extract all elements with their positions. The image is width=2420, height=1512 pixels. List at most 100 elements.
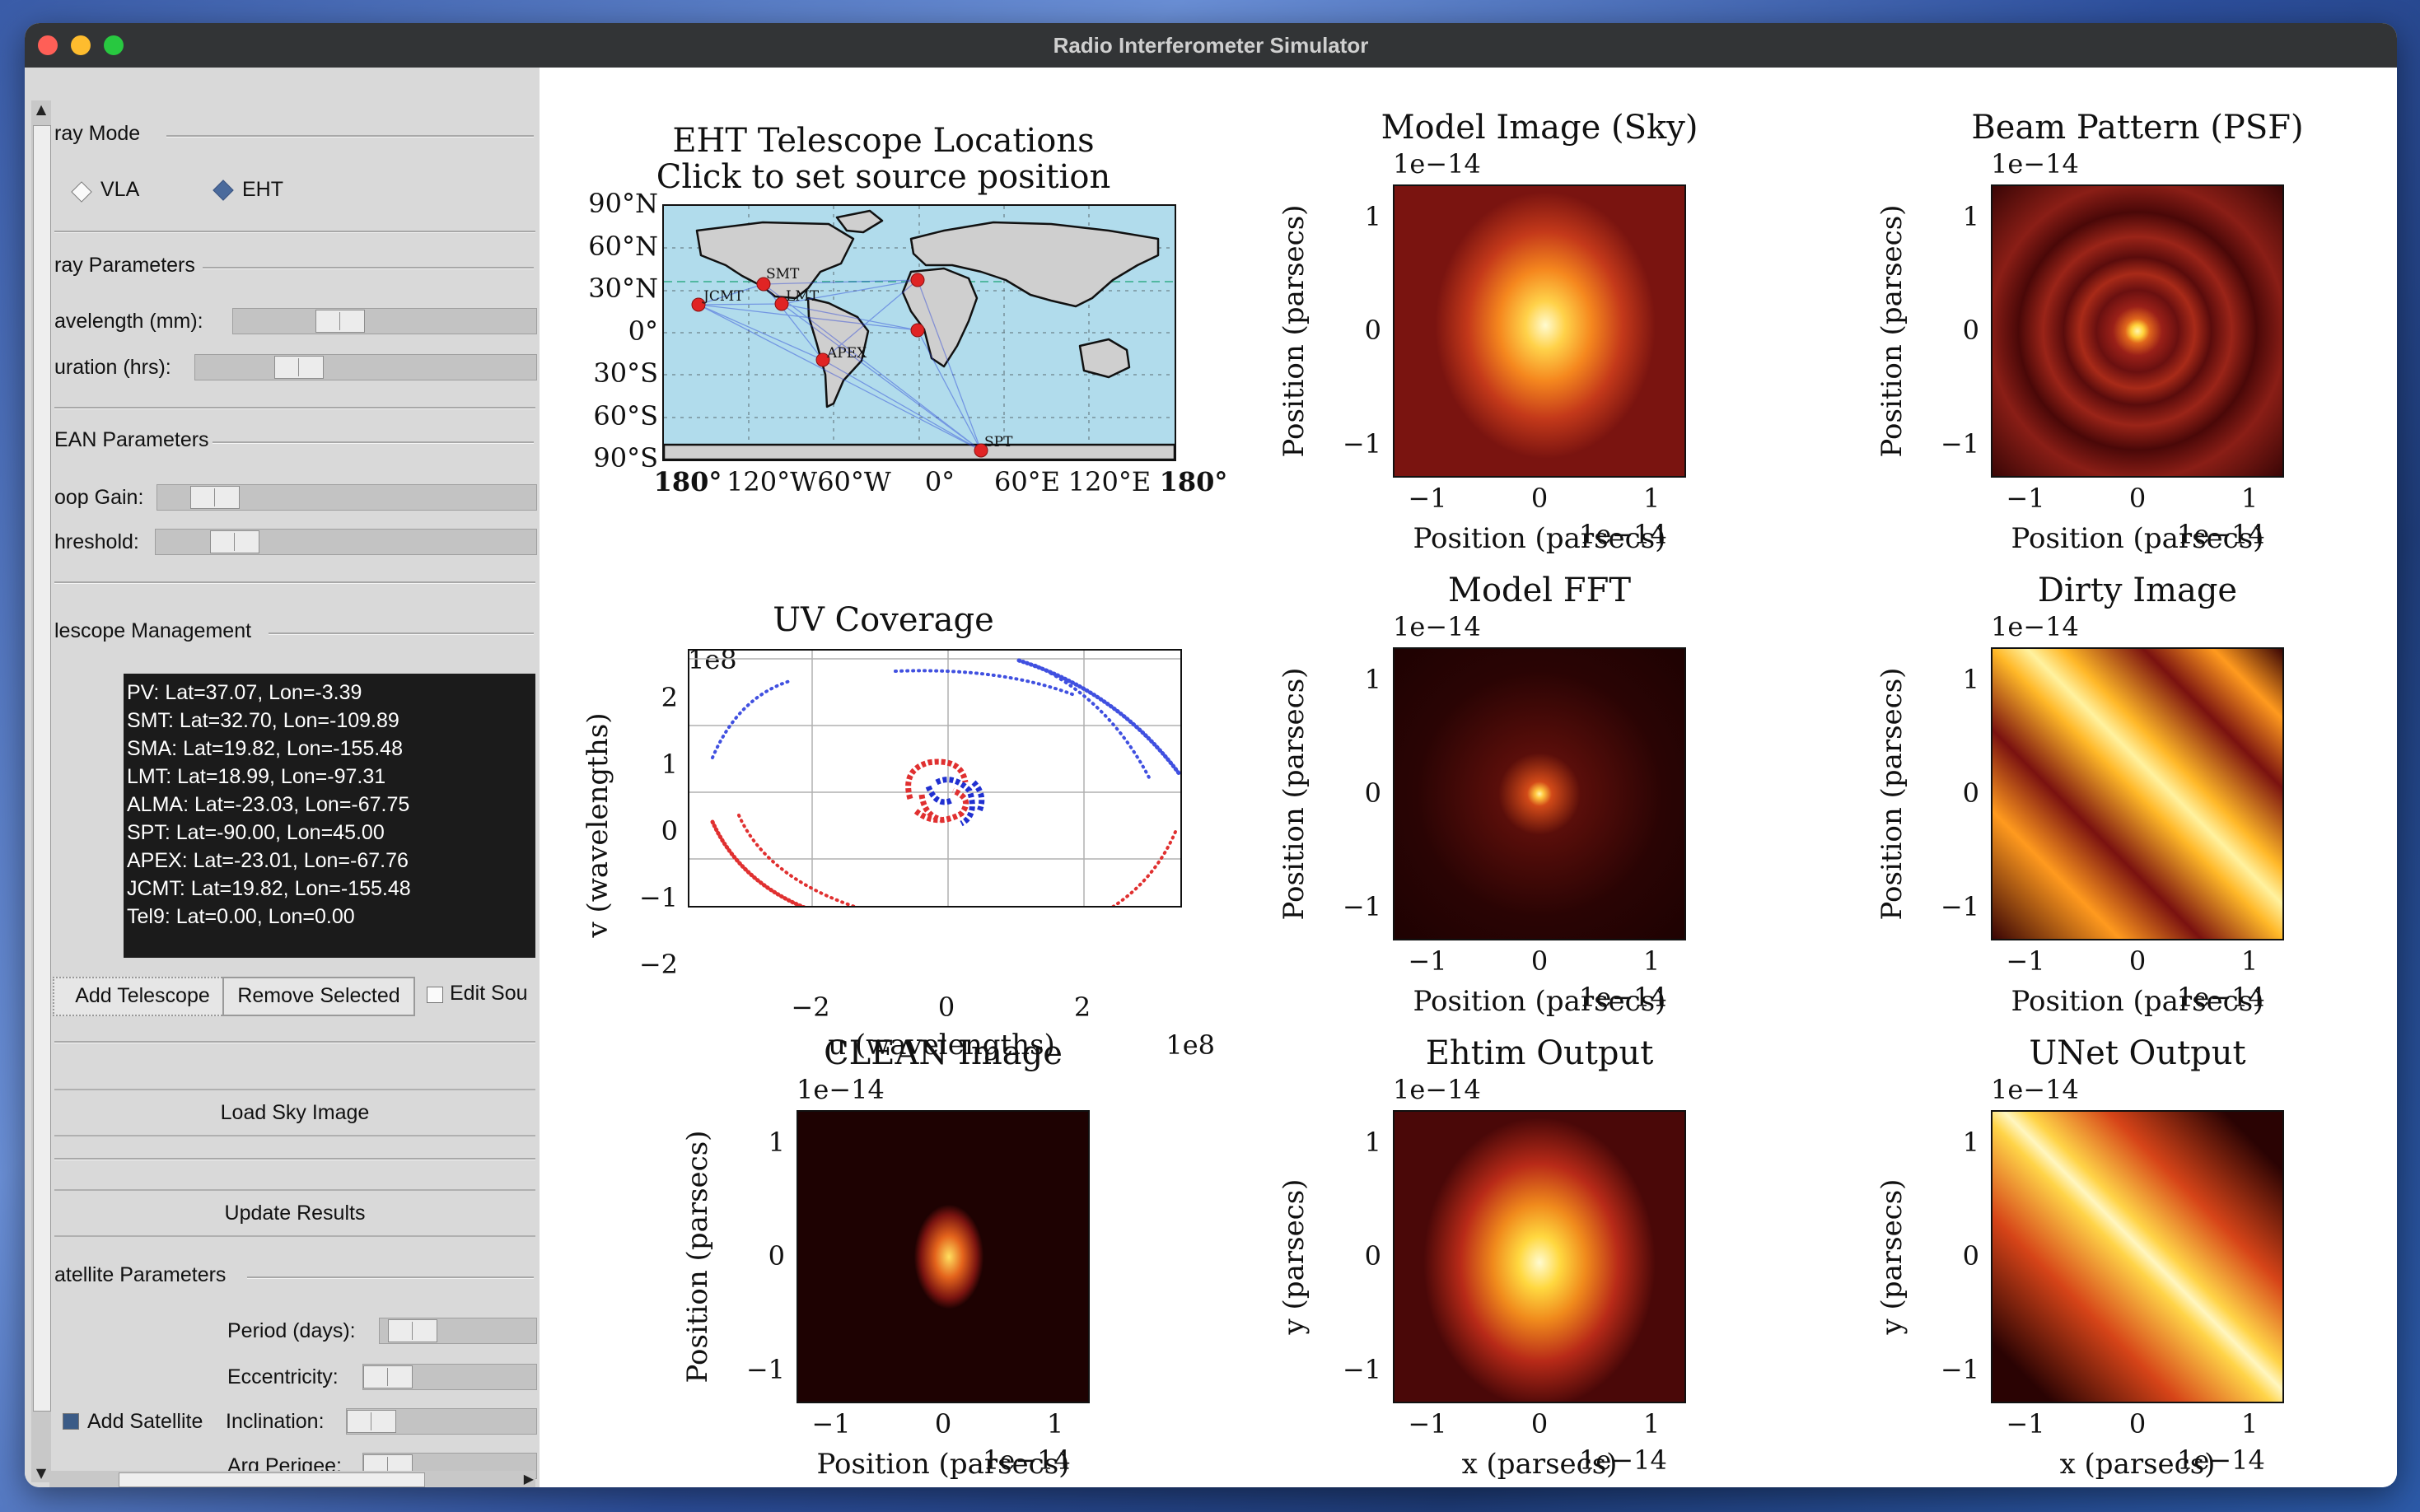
telescope-list-item[interactable]: JCMT: Lat=19.82, Lon=-155.48	[127, 877, 411, 900]
panel-x-offset: 1e−14	[2177, 1444, 2265, 1476]
uv-y-tick: 2	[661, 682, 678, 713]
map-lon-tick: 180°	[654, 466, 722, 497]
panel-y-label: y (parsecs)	[1876, 1178, 1908, 1335]
panel-title: Ehtim Output	[1425, 1034, 1654, 1072]
telescope-list-item[interactable]: Tel9: Lat=0.00, Lon=0.00	[127, 905, 355, 928]
title-bar: Radio Interferometer Simulator	[25, 23, 2397, 68]
panel-x-tick: 0	[2128, 945, 2147, 977]
panel-x-tick: 1	[1642, 1408, 1661, 1440]
app-window: Radio Interferometer Simulator ▲ ▼ ray M…	[25, 23, 2397, 1487]
panel-y-tick: −1	[1342, 891, 1381, 922]
sidebar-vertical-scrollbar[interactable]: ▲ ▼	[31, 100, 51, 1482]
threshold-slider[interactable]	[155, 529, 537, 555]
panel-x-offset: 1e−14	[1579, 519, 1667, 550]
panel-y-tick: −1	[1940, 1354, 1979, 1385]
zoom-window-button[interactable]	[104, 35, 124, 55]
telescope-list-item[interactable]: LMT: Lat=18.99, Lon=-97.31	[127, 765, 386, 788]
panel-x-label: Position (parsecs)	[1413, 522, 1666, 555]
panel-x-tick: 1	[2240, 483, 2259, 514]
panel-y-tick: 0	[1962, 315, 1979, 346]
panel-image[interactable]	[1991, 1110, 2284, 1403]
panel-title: Model FFT	[1447, 572, 1631, 609]
panel-image[interactable]	[1991, 647, 2284, 940]
uv-y-tick: 1	[661, 749, 678, 780]
eccentricity-slider[interactable]	[362, 1364, 537, 1390]
telescope-list-item[interactable]: APEX: Lat=-23.01, Lon=-67.76	[127, 849, 409, 872]
map-tick-labels: 90°N 60°N 30°N 0° 30°S 60°S 90°S 180° 12…	[588, 188, 1227, 497]
scrollbar-thumb[interactable]	[33, 125, 51, 1412]
wavelength-label: avelength (mm):	[54, 310, 203, 333]
map-lat-tick: 30°N	[588, 273, 658, 304]
close-window-button[interactable]	[38, 35, 58, 55]
telescope-list-item[interactable]: SPT: Lat=-90.00, Lon=45.00	[127, 821, 385, 844]
uv-title: UV Coverage	[773, 601, 994, 639]
add-satellite-checkbox[interactable]	[63, 1413, 79, 1430]
panel-image[interactable]	[1393, 184, 1686, 478]
telescope-listbox[interactable]: PV: Lat=37.07, Lon=-3.39 SMT: Lat=32.70,…	[124, 674, 535, 958]
panel-y-label: y (parsecs)	[1278, 1178, 1310, 1335]
map-title-line2: Click to set source position	[656, 158, 1111, 196]
panel-y-tick: 1	[1962, 1127, 1979, 1158]
telescope-list-item[interactable]: PV: Lat=37.07, Lon=-3.39	[127, 681, 362, 704]
panel-y-tick: −1	[1940, 428, 1979, 460]
panel-x-tick: −1	[2006, 483, 2045, 514]
map-lon-tick: 180°	[1160, 466, 1227, 497]
sidebar-horizontal-scrollbar[interactable]: ▶	[49, 1471, 535, 1487]
array-mode-label: ray Mode	[54, 122, 141, 145]
add-telescope-button[interactable]: Add Telescope	[53, 977, 232, 1016]
update-results-button[interactable]: Update Results	[54, 1189, 535, 1237]
telescope-list-item[interactable]: SMA: Lat=19.82, Lon=-155.48	[127, 737, 403, 760]
eht-radio-button[interactable]	[213, 180, 234, 201]
telescope-mgmt-label: lescope Management	[54, 619, 252, 642]
panel-image[interactable]	[1393, 647, 1686, 940]
edit-source-label[interactable]: Edit Sou	[450, 982, 528, 1005]
panel-title: CLEAN Image	[824, 1034, 1063, 1072]
scroll-down-arrow-icon[interactable]: ▼	[35, 1465, 47, 1481]
load-sky-image-button[interactable]: Load Sky Image	[54, 1089, 535, 1136]
uv-y-label: v (wavelengths)	[582, 713, 614, 939]
panel-y-label: Position (parsecs)	[681, 1130, 714, 1384]
wavelength-slider[interactable]	[232, 308, 537, 334]
panel-y-offset: 1e−14	[797, 1074, 885, 1105]
vla-radio-label[interactable]: VLA	[100, 178, 140, 201]
minimize-window-button[interactable]	[71, 35, 91, 55]
period-slider[interactable]	[379, 1318, 537, 1344]
add-satellite-label[interactable]: Add Satellite	[87, 1410, 203, 1433]
uv-coverage-plot[interactable]	[688, 649, 1182, 908]
telescope-list-item[interactable]: ALMA: Lat=-23.03, Lon=-67.75	[127, 793, 410, 816]
panel-y-label: Position (parsecs)	[1876, 667, 1908, 921]
panel-x-tick: −1	[1408, 945, 1447, 977]
panel-image[interactable]	[1393, 1110, 1686, 1403]
panel-image[interactable]	[1991, 184, 2284, 478]
scroll-up-arrow-icon[interactable]: ▲	[35, 101, 47, 117]
loop-gain-slider[interactable]	[157, 484, 537, 511]
map-lat-tick: 60°S	[593, 400, 658, 432]
panel-x-tick: 1	[1642, 483, 1661, 514]
panel-x-label: Position (parsecs)	[2011, 522, 2264, 555]
panel-image[interactable]	[797, 1110, 1090, 1403]
vla-radio-button[interactable]	[71, 181, 92, 203]
scrollbar-thumb[interactable]	[119, 1472, 425, 1487]
map-lat-tick: 30°S	[593, 357, 658, 389]
panel-y-tick: 1	[1364, 664, 1381, 695]
panel-y-offset: 1e−14	[1991, 611, 2079, 642]
inclination-slider[interactable]	[346, 1408, 537, 1435]
panel-y-offset: 1e−14	[1393, 1074, 1481, 1105]
panel-x-tick: −1	[2006, 945, 2045, 977]
edit-source-checkbox[interactable]	[427, 987, 443, 1003]
map-lat-tick: 0°	[628, 315, 658, 347]
telescope-map-plot[interactable]: SMT JCMT LMT APEX SPT	[662, 204, 1176, 461]
matplotlib-figure: EHT Telescope Locations Click to set sou…	[540, 68, 2397, 1487]
group-divider	[203, 267, 534, 269]
panel-y-tick: 1	[1962, 664, 1979, 695]
panel-y-tick: −1	[1940, 891, 1979, 922]
telescope-list-item[interactable]: SMT: Lat=32.70, Lon=-109.89	[127, 709, 399, 732]
scroll-right-arrow-icon[interactable]: ▶	[523, 1471, 534, 1486]
uv-x-tick: 2	[1074, 992, 1091, 1023]
duration-slider[interactable]	[194, 354, 537, 380]
eht-radio-label[interactable]: EHT	[242, 178, 283, 201]
panel-y-tick: 1	[768, 1127, 785, 1158]
remove-selected-button[interactable]: Remove Selected	[222, 977, 415, 1016]
period-label: Period (days):	[227, 1319, 356, 1342]
site-label: APEX	[826, 345, 867, 362]
